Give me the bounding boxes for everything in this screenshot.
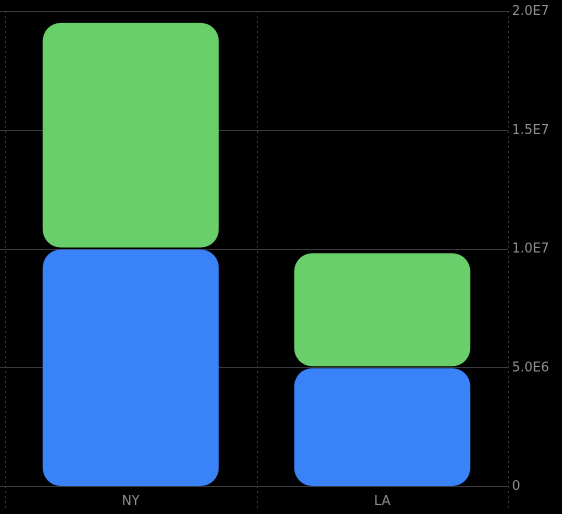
y-tick-label: 2.0E7 (512, 4, 549, 19)
bar-la-series-2 (294, 253, 471, 367)
x-tick-label: NY (122, 494, 140, 509)
bar-la-series-1 (294, 368, 471, 486)
bar-ny-series-1 (42, 249, 219, 486)
y-tick-label: 5.0E6 (512, 360, 549, 375)
y-axis: 0 5.0E6 1.0E7 1.5E7 2.0E7 (512, 4, 549, 494)
y-tick-label: 1.5E7 (512, 123, 549, 138)
y-tick-label: 0 (512, 479, 520, 494)
x-tick-label: LA (374, 494, 391, 509)
bars (42, 22, 471, 486)
y-tick-label: 1.0E7 (512, 242, 549, 257)
bar-ny-series-2 (42, 22, 219, 248)
x-axis: NY LA (122, 494, 391, 509)
